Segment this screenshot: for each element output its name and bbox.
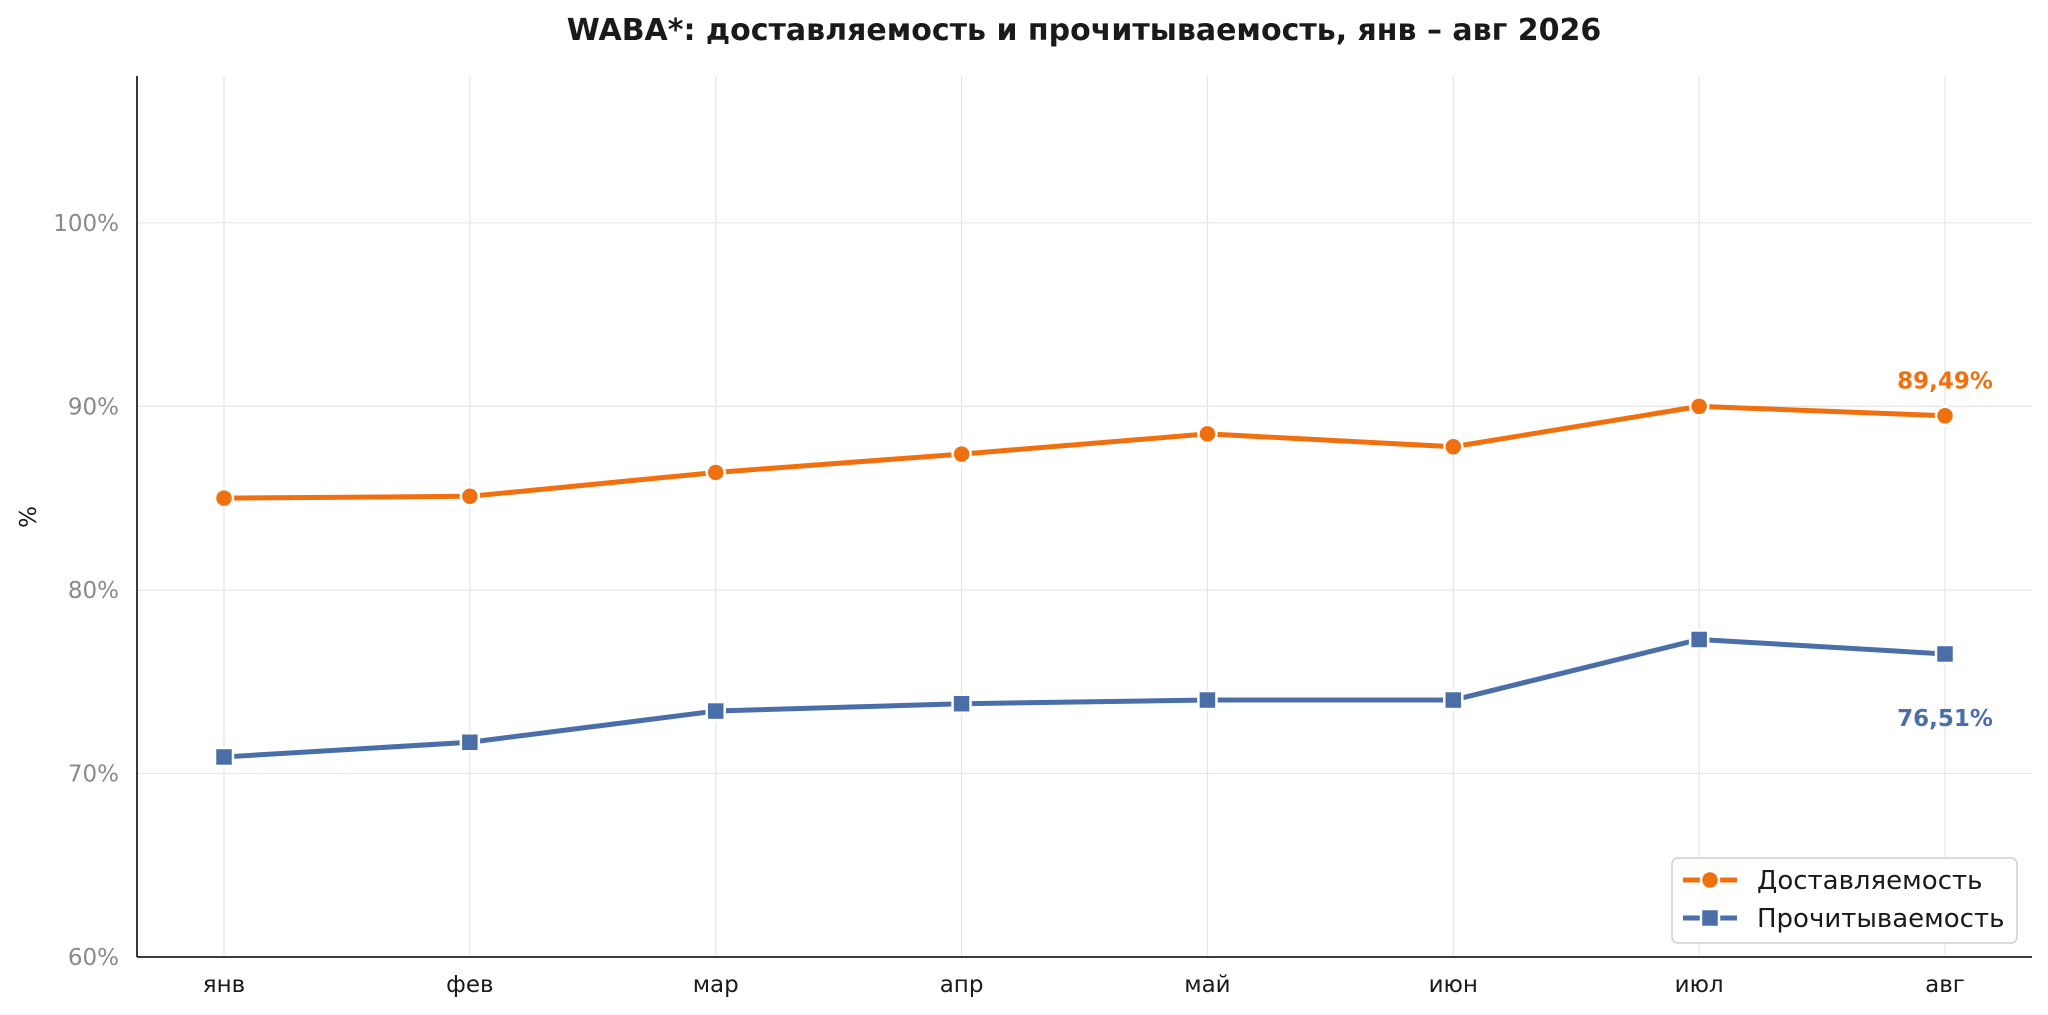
x-tick-labels: янв фев мар апр май июн июл авг <box>203 972 1965 998</box>
x-tick-label: авг <box>1925 972 1965 998</box>
legend: Доставляемость Прочитываемость <box>1671 857 2018 944</box>
y-tick-label: 90% <box>68 394 119 420</box>
data-point <box>1197 423 1218 445</box>
x-tick-label: июн <box>1429 972 1478 998</box>
y-tick-label: 100% <box>53 211 119 237</box>
data-point <box>951 443 972 465</box>
axes <box>136 76 2032 958</box>
y-tick-label: 80% <box>68 578 119 604</box>
x-tick-label: фев <box>446 972 493 998</box>
data-point <box>1934 405 1956 426</box>
data-point <box>1197 689 1218 711</box>
data-point <box>951 693 972 714</box>
x-tick-label: апр <box>940 972 984 998</box>
data-point <box>1688 629 1710 650</box>
legend-box <box>1671 857 2018 944</box>
data-point <box>213 487 235 509</box>
y-tick-label: 70% <box>68 761 119 787</box>
x-tick-label: май <box>1184 972 1230 998</box>
x-tick-label: янв <box>203 972 245 998</box>
series-line-1 <box>221 403 1948 501</box>
y-axis-label: % <box>16 506 42 528</box>
data-labels: 89,49% 76,51% <box>1897 369 1993 732</box>
y-tick-label: 60% <box>68 945 119 971</box>
legend-label: Прочитываемость <box>1757 904 2004 934</box>
data-point <box>705 700 726 722</box>
series-layer <box>213 396 1956 768</box>
data-point <box>1934 643 1956 665</box>
end-value-label: 89,49% <box>1897 369 1993 395</box>
grid-lines <box>137 76 2032 958</box>
data-point <box>1443 436 1464 458</box>
legend-marker <box>1699 869 1721 891</box>
data-point <box>705 462 726 483</box>
data-point <box>1443 689 1464 711</box>
x-tick-label: мар <box>693 972 739 998</box>
data-point <box>459 732 481 753</box>
legend-label: Доставляемость <box>1757 866 1982 896</box>
x-tick-label: июл <box>1675 972 1724 998</box>
y-tick-labels: 60% 70% 80% 90% 100% <box>53 211 119 971</box>
data-point <box>459 486 481 507</box>
data-point <box>1688 396 1710 417</box>
chart-title: WABA*: доставляемость и прочитываемость,… <box>567 13 1602 48</box>
data-point <box>213 746 235 768</box>
legend-marker <box>1699 907 1721 929</box>
end-value-label: 76,51% <box>1897 706 1993 732</box>
series-line-2 <box>221 636 1948 760</box>
